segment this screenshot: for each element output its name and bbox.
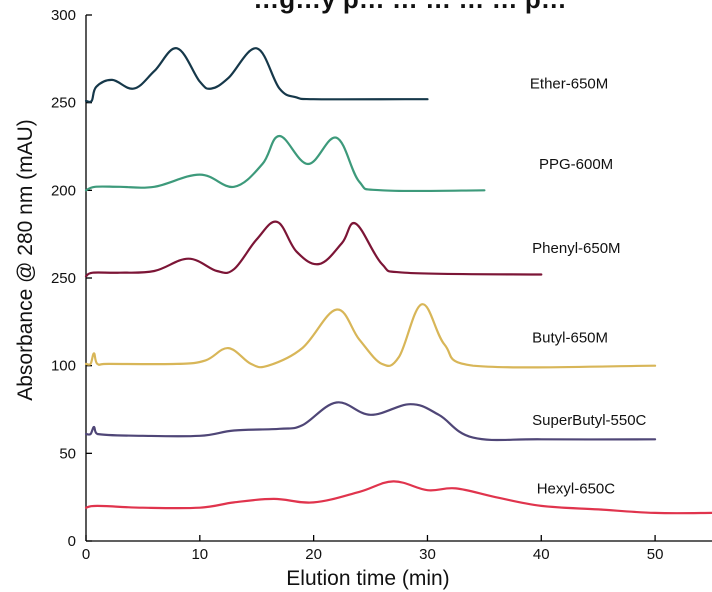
series-labels: Ether-650M PPG-600M Phenyl-650M Butyl-650M S…: [530, 75, 647, 497]
x-tick-label: 50: [647, 546, 664, 563]
series-label-ether-650m: Ether-650M: [530, 75, 608, 92]
x-tick-label: 20: [305, 546, 322, 563]
y-tick-label: 300: [51, 7, 76, 24]
x-tick-label: 30: [419, 546, 436, 563]
y-tick-label: 250: [51, 270, 76, 287]
y-tick-label: 0: [68, 533, 76, 550]
y-tick-label: 100: [51, 358, 76, 375]
y-tick-label: 50: [59, 445, 76, 462]
series-label-butyl-650m: Butyl-650M: [532, 330, 608, 347]
trace-ppg-600m: [84, 134, 486, 193]
axes: 0 50 100 250 200 250 300 0 10 20 30 40 50: [51, 7, 712, 563]
x-tick-label: 0: [82, 546, 90, 563]
trace-butyl-650m: [84, 303, 657, 369]
traces: [84, 47, 712, 515]
x-tick-label: 40: [533, 546, 550, 563]
y-tick-label: 200: [51, 182, 76, 199]
y-tick-label: 250: [51, 95, 76, 112]
trace-superbutyl-550c: [84, 401, 657, 442]
series-label-phenyl-650m: Phenyl-650M: [532, 240, 620, 257]
trace-ether-650m: [84, 47, 429, 104]
series-label-hexyl-650c: Hexyl-650C: [537, 480, 616, 497]
y-axis-title: Absorbance @ 280 nm (mAU): [14, 119, 37, 401]
series-label-ppg-600m: PPG-600M: [539, 156, 613, 173]
trace-phenyl-650m: [84, 220, 543, 278]
x-tick-label: 10: [191, 546, 208, 563]
chart-title: …g…y p… … … … … p…: [253, 0, 566, 14]
series-label-superbutyl-550c: SuperButyl-550C: [532, 412, 646, 429]
trace-hexyl-650c: [84, 480, 712, 515]
x-axis-title: Elution time (min): [286, 567, 449, 590]
